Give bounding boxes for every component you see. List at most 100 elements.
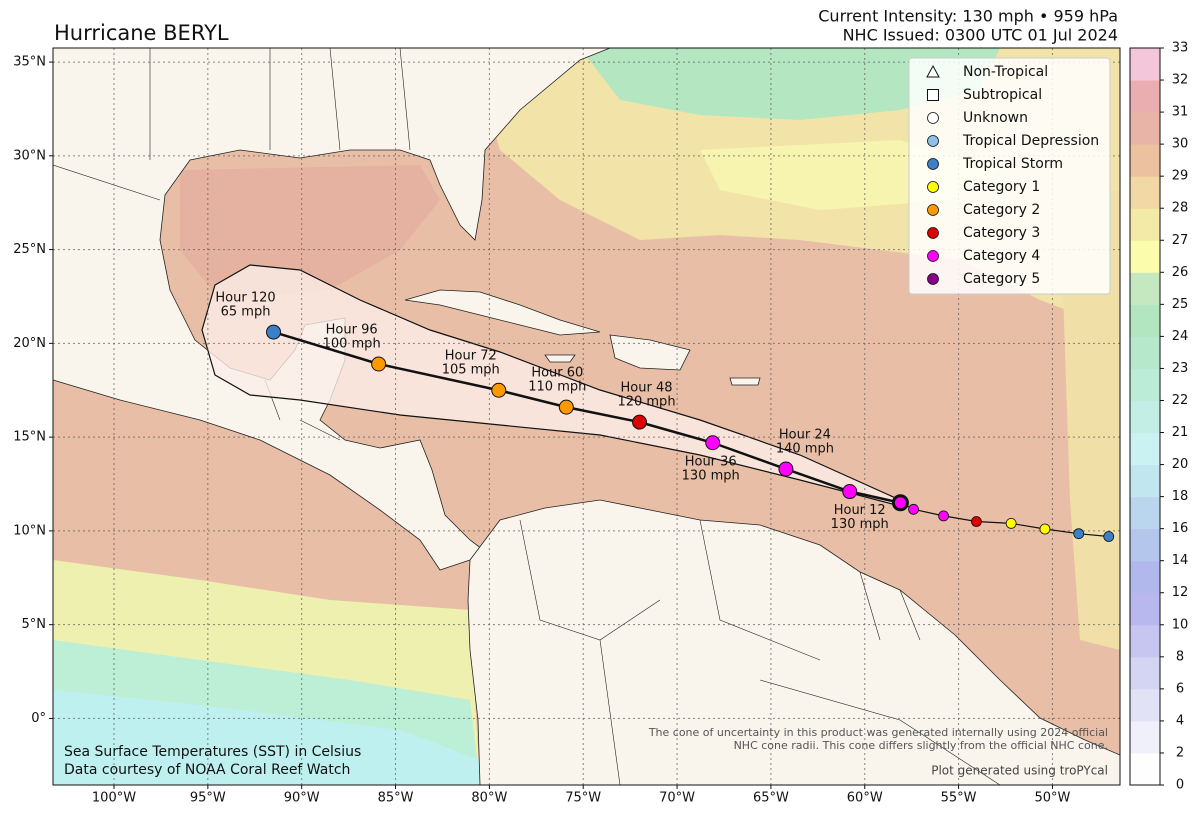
colorbar-tick-label: 32 — [1172, 73, 1189, 88]
x-tick-label: 75°W — [565, 791, 601, 806]
forecast-wind-label: 120 mph — [617, 395, 675, 410]
legend-label: Unknown — [963, 110, 1028, 126]
colorbar-segment — [1130, 144, 1160, 177]
past-point — [1103, 531, 1115, 542]
colorbar-tick-label: 6 — [1176, 681, 1184, 696]
legend: Non-Tropical Subtropical Unknown Tropical D… — [908, 57, 1111, 295]
sst-gulf — [180, 165, 440, 300]
colorbar-tick-label: 14 — [1172, 553, 1189, 568]
colorbar-frame — [1129, 47, 1161, 786]
cone-note: The cone of uncertainty in this product … — [648, 726, 1108, 739]
puerto-rico — [729, 377, 761, 386]
colorbar-tick-label: 22 — [1172, 393, 1189, 408]
colorbar-segment — [1130, 592, 1160, 626]
colorbar-segment — [1130, 272, 1160, 305]
colorbar-segment — [1130, 624, 1160, 658]
colorbar-segment — [1130, 240, 1160, 273]
past-point — [1039, 523, 1051, 535]
x-tick-label: 65°W — [753, 791, 789, 806]
colorbar-tick-label: 31 — [1172, 105, 1189, 120]
legend-label: Tropical Depression — [962, 133, 1099, 149]
forecast-point — [266, 324, 282, 340]
forecast-hour-label: Hour 60 — [531, 366, 583, 381]
y-tick-label: 0° — [31, 711, 46, 726]
colorbar-segment — [1130, 336, 1160, 369]
forecast-wind-label: 110 mph — [528, 380, 586, 395]
colorbar-tick-label: 23 — [1172, 361, 1189, 376]
colorbar-segment — [1130, 432, 1160, 466]
sst-title: Sea Surface Temperatures (SST) in Celsiu… — [64, 744, 361, 760]
legend-marker — [927, 181, 939, 193]
current-position — [891, 494, 909, 512]
past-point — [908, 503, 919, 515]
colorbar-tick-label: 30 — [1172, 137, 1189, 152]
forecast-wind-label: 105 mph — [442, 363, 500, 378]
colorbar-tick-label: 26 — [1172, 265, 1189, 280]
forecast-hour-label: Hour 24 — [779, 428, 831, 443]
colorbar-segment — [1130, 720, 1160, 754]
x-tick-label: 55°W — [941, 791, 977, 806]
forecast-wind-label: 100 mph — [323, 336, 381, 351]
forecast-point — [705, 435, 721, 451]
borders — [53, 48, 1001, 785]
colorbar-segment — [1130, 176, 1160, 209]
colorbar-segment — [1130, 208, 1160, 241]
legend-label: Category 1 — [963, 179, 1040, 195]
legend-marker — [927, 89, 939, 101]
colorbar-segment — [1130, 400, 1160, 434]
legend-marker — [927, 204, 939, 216]
y-tick-label: 10°N — [13, 523, 46, 538]
forecast-hour-label: Hour 48 — [621, 381, 673, 396]
x-tick-label: 85°W — [378, 791, 414, 806]
y-tick-label: 15°N — [13, 430, 46, 445]
colorbar-segment — [1130, 560, 1160, 594]
y-tick-label: 25°N — [13, 242, 46, 257]
forecast-wind-label: 65 mph — [221, 305, 271, 320]
colorbar-segment — [1130, 368, 1160, 401]
legend-box — [908, 57, 1111, 295]
legend-marker — [927, 227, 939, 239]
legend-label: Category 4 — [963, 248, 1040, 264]
colorbar-tick-label: 20 — [1172, 457, 1189, 472]
title: Hurricane BERYL — [54, 21, 229, 45]
cuba — [404, 289, 601, 336]
colorbar-segment — [1130, 112, 1160, 145]
legend-marker — [927, 273, 939, 285]
past-point — [1005, 517, 1017, 529]
issued: NHC Issued: 0300 UTC 01 Jul 2024 — [843, 26, 1118, 45]
past-point — [1073, 528, 1085, 540]
colorbar-segment — [1130, 48, 1160, 81]
legend-label: Tropical Storm — [962, 156, 1063, 172]
colorbar-tick-label: 29 — [1172, 169, 1189, 184]
legend-label: Category 5 — [963, 271, 1040, 287]
past-point — [971, 516, 982, 527]
sst-credit: Data courtesy of NOAA Coral Reef Watch — [64, 762, 350, 778]
colorbar-segment — [1130, 752, 1160, 786]
colorbar-tick-label: 27 — [1172, 233, 1189, 248]
x-tick-label: 70°W — [659, 791, 695, 806]
legend-label: Non-Tropical — [963, 64, 1048, 80]
legend-marker — [927, 112, 939, 124]
colorbar-tick-label: 18 — [1172, 489, 1189, 504]
colorbar-segment — [1130, 656, 1160, 690]
legend-label: Category 2 — [963, 202, 1040, 218]
forecast-point — [778, 461, 794, 477]
legend-marker — [927, 158, 939, 170]
forecast-hour-label: Hour 96 — [326, 322, 378, 337]
x-tick-label: 100°W — [92, 791, 136, 806]
map-frame — [52, 47, 1121, 786]
colorbar: 0246810121416182021222324252627282930313… — [1129, 41, 1189, 793]
cone-note: NHC cone radii. This cone differs slight… — [734, 739, 1108, 752]
cone-of-uncertainty — [201, 264, 901, 507]
colorbar-tick-label: 25 — [1172, 297, 1189, 312]
colorbar-tick-label: 0 — [1176, 778, 1184, 793]
plot-credit: Plot generated using troPYcal — [931, 764, 1108, 778]
colorbar-segment — [1130, 688, 1160, 722]
intensity: Current Intensity: 130 mph • 959 hPa — [818, 7, 1118, 26]
colorbar-segment — [1130, 528, 1160, 562]
colorbar-tick-label: 28 — [1172, 201, 1189, 216]
colorbar-tick-label: 33 — [1172, 41, 1189, 56]
colorbar-tick-label: 16 — [1172, 521, 1189, 536]
